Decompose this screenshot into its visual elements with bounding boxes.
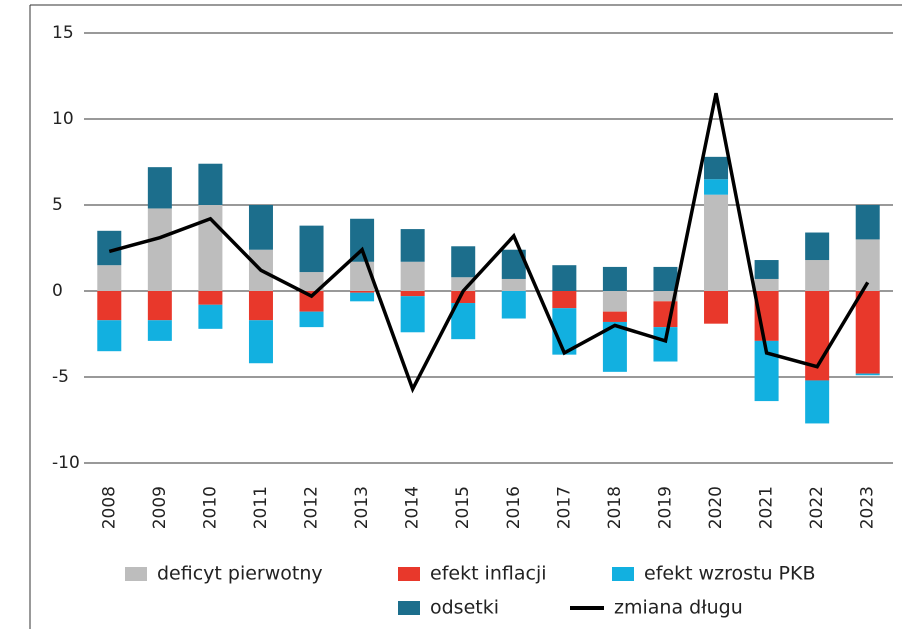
legend-label: efekt inflacji — [430, 563, 547, 585]
bar-segment — [248, 320, 273, 364]
bar-segment — [805, 380, 830, 424]
bar-segment — [198, 304, 223, 329]
bar-segment — [451, 246, 476, 278]
bar-segment — [704, 194, 729, 291]
bar-segment — [653, 266, 678, 291]
bar-segment — [754, 278, 779, 291]
bar-segment — [552, 291, 577, 309]
bar-segment — [451, 277, 476, 291]
line-series — [108, 92, 870, 394]
bar-segment — [805, 260, 830, 291]
bar-segment — [248, 291, 273, 321]
x-tick-label: 2010 — [200, 486, 220, 529]
bar-segment — [299, 291, 324, 312]
x-tick-label: 2015 — [453, 486, 473, 529]
bar-segment — [855, 291, 880, 374]
bar-segment — [147, 291, 172, 321]
x-tick-label: 2023 — [858, 486, 878, 529]
x-tick-label: 2016 — [504, 486, 524, 529]
bar-segment — [552, 265, 577, 291]
legend-swatch — [612, 567, 634, 581]
x-tick-label: 2008 — [99, 486, 119, 529]
x-tick-label: 2011 — [251, 486, 271, 529]
legend-label: deficyt pierwotny — [157, 563, 323, 585]
bar-segment — [400, 229, 425, 262]
bar-segment — [299, 272, 324, 291]
bar-segment — [704, 179, 729, 195]
bar-segment — [855, 373, 880, 376]
x-tick-label: 2021 — [757, 486, 777, 529]
bar-segment — [602, 266, 627, 291]
bar-segment — [602, 291, 627, 312]
bar-segment — [299, 311, 324, 328]
x-tick-label: 2014 — [403, 486, 423, 529]
y-tick-label: 10 — [52, 109, 74, 129]
bar-segment — [400, 291, 425, 297]
legend-swatch — [125, 567, 147, 581]
bar-segment — [97, 320, 122, 352]
bar-segment — [501, 291, 526, 319]
legend-swatch — [398, 567, 420, 581]
bar-segment — [501, 278, 526, 291]
legend-label: odsetki — [430, 597, 499, 619]
x-tick-label: 2009 — [150, 486, 170, 529]
bar-segment — [602, 311, 627, 322]
x-tick-label: 2019 — [655, 486, 675, 529]
bar-segment — [299, 225, 324, 273]
bar-segment — [97, 291, 122, 321]
bar-segment — [400, 296, 425, 333]
bar-segment — [400, 261, 425, 291]
x-tick-label: 2013 — [352, 486, 372, 529]
bar-segment — [248, 205, 273, 250]
legend-swatch — [398, 601, 420, 615]
bar-segment — [198, 163, 223, 205]
bar-segment — [147, 208, 172, 291]
bar-segment — [704, 291, 729, 324]
bar-segment — [704, 156, 729, 180]
y-tick-label: 15 — [52, 23, 74, 43]
bar-segment — [855, 205, 880, 240]
legend-label: zmiana długu — [614, 597, 743, 619]
bar-segment — [805, 232, 830, 261]
x-tick-label: 2020 — [706, 486, 726, 529]
x-tick-label: 2012 — [302, 486, 322, 529]
y-tick-label: -10 — [52, 453, 80, 473]
bar-segment — [198, 291, 223, 305]
bar-segment — [350, 292, 375, 302]
y-tick-label: 5 — [52, 195, 63, 215]
bar-segment — [147, 167, 172, 209]
y-tick-label: 0 — [52, 281, 63, 301]
bar-segment — [147, 320, 172, 341]
bar-segment — [653, 291, 678, 302]
x-tick-label: 2022 — [807, 486, 827, 529]
x-tick-label: 2018 — [605, 486, 625, 529]
bar-segment — [97, 265, 122, 291]
legend-label: efekt wzrostu PKB — [644, 563, 815, 585]
y-tick-label: -5 — [52, 367, 69, 387]
bar-segment — [350, 291, 375, 293]
bar-segment — [754, 260, 779, 279]
x-tick-label: 2017 — [554, 486, 574, 529]
